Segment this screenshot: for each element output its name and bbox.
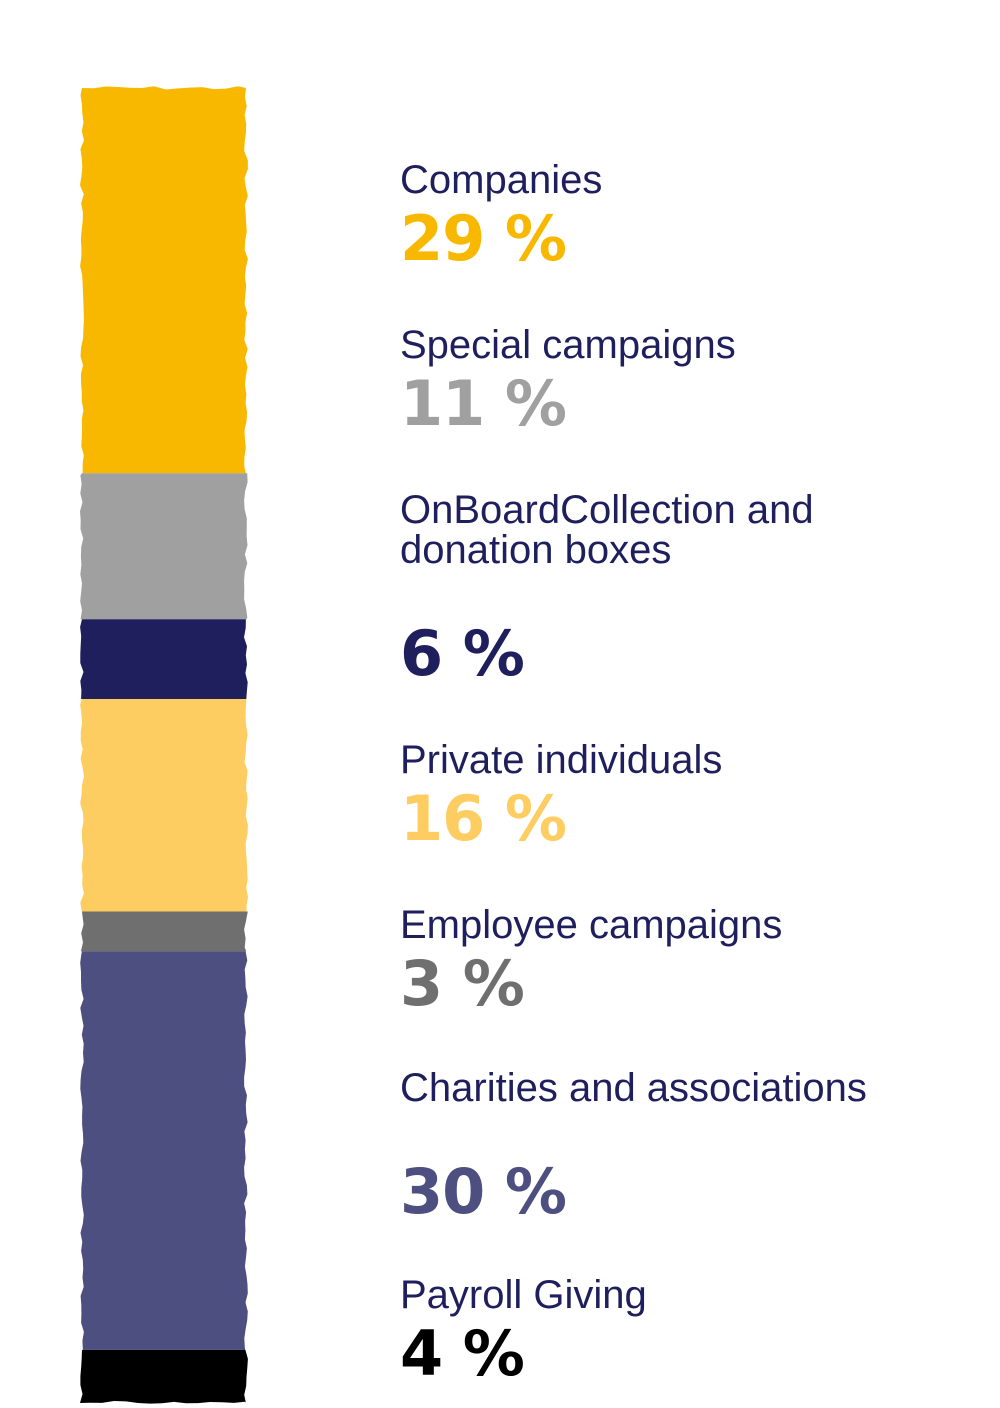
legend-label: Payroll Giving — [400, 1273, 647, 1317]
legend-item-private-individuals: Private individuals 16 % — [400, 740, 980, 850]
bar-segment-private-individuals — [80, 699, 248, 912]
bar-segment-employee-campaigns — [80, 911, 248, 952]
legend-item-special-campaigns: Special campaigns 11 % — [400, 325, 980, 435]
legend-label: Charities and associations — [400, 1066, 867, 1110]
legend-value: 11 % — [400, 367, 567, 440]
bar-segment-companies — [80, 86, 248, 474]
legend-value: 30 % — [400, 1155, 567, 1228]
legend-item-payroll-giving: Payroll Giving 4 % — [400, 1275, 980, 1385]
legend-item-companies: Companies 29 % — [400, 160, 980, 270]
legend-value: 29 % — [400, 202, 567, 275]
legend-label: OnBoardCollection and donation boxes — [400, 488, 814, 572]
bar-segment-onboardcollection-and-donation-boxes — [80, 619, 248, 699]
bar-segment-special-campaigns — [80, 473, 248, 620]
bar-segment-payroll-giving — [80, 1349, 248, 1404]
bar-segment-charities-and-associations — [80, 951, 248, 1350]
legend-value: 3 % — [400, 947, 525, 1020]
legend-value: 6 % — [400, 617, 525, 690]
legend-item-onboard-collection: OnBoardCollection and donation boxes 6 % — [400, 490, 980, 685]
legend-label: Employee campaigns — [400, 903, 783, 947]
legend-value: 4 % — [400, 1317, 525, 1390]
legend-value: 16 % — [400, 782, 567, 855]
legend-label: Companies — [400, 158, 603, 202]
legend-label: Special campaigns — [400, 323, 736, 367]
legend-item-employee-campaigns: Employee campaigns 3 % — [400, 905, 980, 1015]
legend-item-charities: Charities and associations 30 % — [400, 1068, 980, 1223]
legend-label: Private individuals — [400, 738, 723, 782]
